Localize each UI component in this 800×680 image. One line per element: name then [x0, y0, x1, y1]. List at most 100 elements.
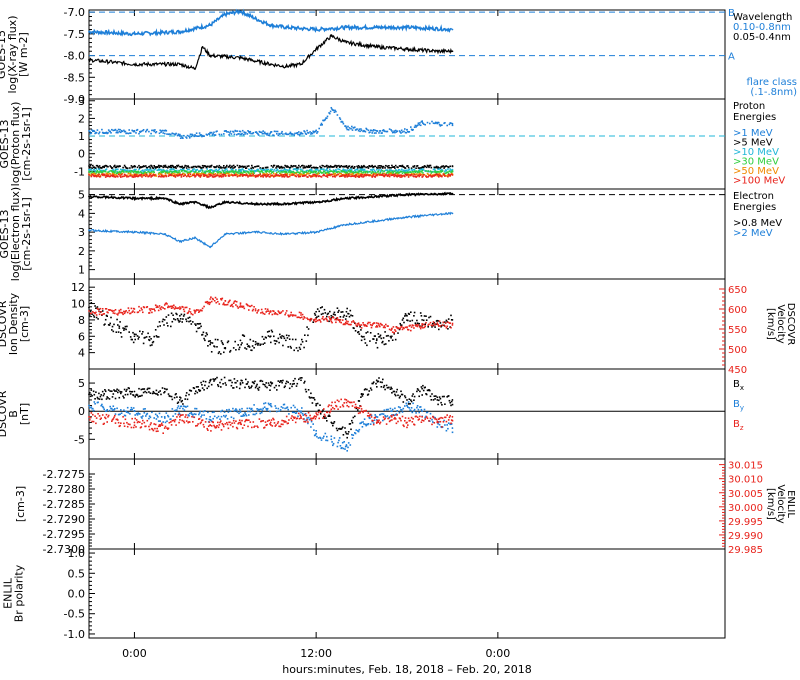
- data-point: [220, 298, 222, 300]
- data-point: [131, 338, 133, 341]
- data-point: [200, 325, 202, 328]
- data-point: [391, 392, 393, 394]
- data-point: [193, 135, 196, 138]
- data-point: [307, 176, 309, 178]
- data-point: [210, 430, 212, 432]
- data-point: [410, 171, 412, 174]
- data-point: [343, 402, 345, 404]
- data-point: [270, 381, 272, 383]
- data-point: [146, 306, 149, 308]
- data-point: [403, 174, 405, 177]
- y-axis-label: DSCOVRIon Density[cm-3]: [0, 292, 31, 355]
- data-point: [333, 170, 336, 172]
- data-value-marker: [436, 50, 439, 53]
- data-point: [381, 381, 383, 384]
- data-point: [290, 406, 292, 409]
- data-point: [242, 305, 245, 308]
- data-point: [193, 174, 196, 177]
- data-point: [90, 406, 93, 408]
- data-point: [404, 175, 406, 178]
- data-point: [295, 175, 298, 178]
- data-point: [107, 132, 109, 134]
- data-value-marker: [360, 410, 363, 413]
- data-point: [389, 407, 392, 410]
- data-point: [451, 431, 454, 434]
- data-point: [414, 124, 417, 127]
- data-point: [407, 417, 410, 420]
- data-point: [198, 389, 200, 391]
- data-point: [112, 169, 115, 171]
- data-point: [223, 165, 225, 167]
- data-point: [403, 321, 405, 324]
- data-point: [354, 126, 356, 129]
- data-point: [292, 314, 295, 316]
- data-point: [344, 431, 347, 433]
- data-value-marker: [315, 415, 318, 418]
- data-point: [363, 335, 365, 338]
- data-point: [289, 166, 292, 169]
- data-point: [301, 338, 303, 341]
- y-axis-label-line: [nT]: [18, 403, 31, 425]
- data-point: [226, 172, 228, 175]
- data-point: [180, 405, 183, 408]
- data-point: [341, 426, 344, 428]
- data-point: [316, 131, 319, 133]
- data-point: [404, 420, 406, 422]
- data-point: [130, 406, 133, 409]
- data-point: [308, 318, 311, 321]
- data-point: [378, 132, 380, 134]
- data-point: [348, 165, 351, 167]
- data-value-marker: [284, 173, 287, 176]
- data-point: [373, 132, 376, 134]
- data-point: [351, 433, 353, 436]
- data-point: [111, 310, 114, 312]
- data-point: [139, 413, 141, 415]
- data-point: [323, 308, 326, 311]
- data-point: [254, 341, 257, 343]
- data-point: [165, 302, 168, 304]
- data-point: [142, 129, 144, 132]
- data-point: [407, 406, 409, 408]
- data-point: [126, 169, 129, 171]
- data-point: [216, 417, 218, 419]
- panel-frame: [88, 278, 726, 370]
- data-point: [291, 338, 294, 341]
- data-point: [343, 314, 345, 317]
- data-point: [439, 170, 442, 172]
- data-point: [195, 132, 198, 134]
- data-point: [310, 132, 313, 134]
- data-value-marker: [345, 432, 348, 435]
- data-point: [151, 341, 154, 344]
- data-point: [95, 422, 97, 425]
- data-point: [250, 167, 252, 170]
- data-point: [165, 130, 168, 132]
- data-point: [177, 307, 180, 309]
- data-point: [164, 172, 167, 175]
- data-point: [415, 412, 417, 414]
- data-value-marker: [451, 212, 454, 215]
- data-point: [155, 418, 158, 420]
- data-point: [111, 409, 114, 411]
- data-point: [315, 430, 317, 432]
- data-point: [384, 326, 386, 329]
- data-point: [92, 164, 94, 167]
- data-point: [164, 170, 166, 173]
- data-point: [437, 323, 439, 326]
- data-point: [370, 129, 373, 132]
- data-point: [397, 170, 399, 173]
- data-point: [287, 408, 289, 411]
- data-point: [309, 131, 311, 133]
- data-point: [410, 409, 412, 412]
- data-point: [205, 174, 208, 177]
- data-point: [390, 386, 392, 389]
- data-point: [182, 318, 184, 320]
- data-point: [438, 123, 441, 126]
- data-point: [251, 169, 253, 171]
- data-point: [195, 310, 197, 312]
- legend-entry: >10 MeV: [733, 147, 779, 158]
- data-point: [271, 331, 274, 333]
- data-value-marker: [375, 46, 378, 48]
- data-point: [404, 313, 407, 315]
- data-value-marker: [209, 54, 212, 57]
- data-point: [225, 130, 227, 132]
